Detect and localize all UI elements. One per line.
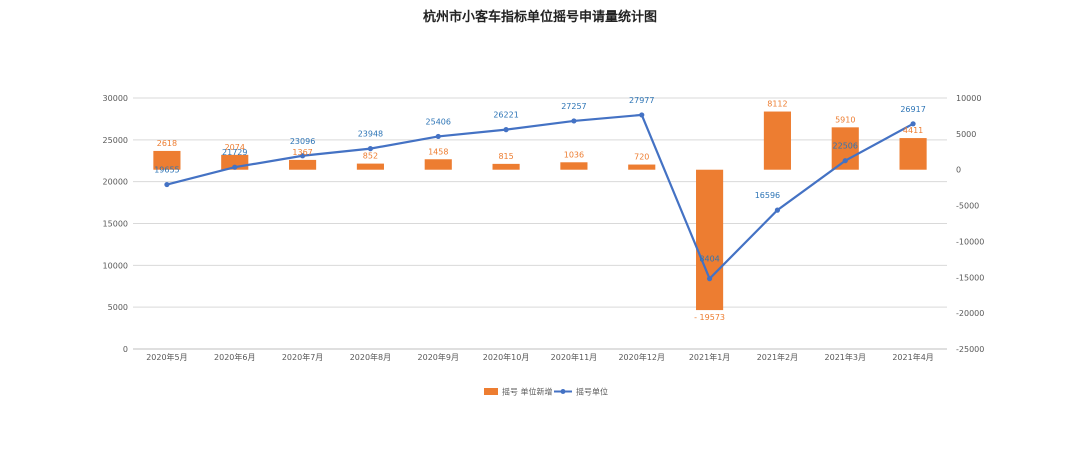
- line-point: [299, 153, 306, 159]
- line-data-label: 21729: [222, 148, 247, 157]
- legend-bar-swatch: [484, 388, 498, 395]
- right-tick-label: -25000: [956, 345, 984, 354]
- line-data-label: 26917: [900, 105, 925, 114]
- bar-series: [153, 111, 927, 311]
- gridlines: [133, 97, 947, 350]
- left-tick-label: 20000: [103, 178, 128, 187]
- left-tick-label: 5000: [108, 303, 128, 312]
- legend-line-label: 摇号单位: [576, 387, 608, 397]
- bar-data-label: 4411: [903, 126, 923, 135]
- bar-data-label: 2618: [157, 139, 177, 148]
- category-label: 2020年11月: [551, 352, 598, 362]
- bar: [356, 163, 384, 170]
- bar-data-label: 852: [363, 152, 378, 161]
- data-labels: 2618 2074 1367 852 1458 815 1036 720 - 19573 8112…: [154, 96, 926, 322]
- line-data-label: 23948: [358, 130, 383, 139]
- line-point: [503, 127, 509, 133]
- line-point: [232, 164, 238, 170]
- line-point: [639, 112, 645, 118]
- bar: [492, 163, 520, 170]
- chart-title: 杭州市小客车指标单位摇号申请量统计图: [423, 9, 657, 25]
- line-data-label: 22506: [833, 142, 858, 151]
- bar-data-label: - 19573: [694, 313, 725, 322]
- category-label: 2020年7月: [282, 352, 323, 362]
- line-point: [774, 207, 781, 213]
- bar: [560, 162, 588, 170]
- right-tick-label: 0: [956, 166, 961, 175]
- bar: [763, 111, 791, 170]
- line-data-label: 19655: [154, 166, 179, 175]
- left-tick-label: 10000: [103, 261, 128, 270]
- line-data-label: 25406: [426, 117, 451, 126]
- line-point: [435, 133, 441, 140]
- right-tick-label: -15000: [956, 273, 984, 282]
- bar-data-label: 720: [634, 153, 649, 162]
- series-line: [166, 113, 914, 281]
- line-series: [164, 112, 916, 282]
- right-y-axis: -25000 -20000 -15000 -10000 -5000 0 5000 10000: [956, 94, 984, 354]
- category-label: 2021年2月: [757, 352, 798, 362]
- left-tick-label: 15000: [103, 220, 128, 229]
- bar: [899, 138, 927, 170]
- bar: [289, 159, 317, 170]
- line-data-label: 23096: [290, 137, 315, 146]
- legend-line-marker: [560, 389, 566, 394]
- line-data-label: 16596: [755, 191, 780, 200]
- line-data-label: 8404: [699, 255, 719, 264]
- left-y-axis: 0 5000 10000 15000 20000 25000 30000: [103, 94, 128, 354]
- category-label: 2020年10月: [483, 352, 530, 362]
- right-tick-label: -20000: [956, 309, 984, 318]
- category-label: 2021年1月: [689, 352, 730, 362]
- bar: [628, 164, 656, 170]
- x-axis: 2020年5月 2020年6月 2020年7月 2020年8月 2020年9月 2020年…: [133, 348, 947, 362]
- right-tick-label: 10000: [956, 94, 981, 103]
- right-tick-label: 5000: [956, 130, 976, 139]
- right-tick-label: -10000: [956, 237, 984, 246]
- bar-data-label: 1367: [292, 148, 312, 157]
- line-point: [706, 276, 713, 282]
- line-point: [910, 121, 916, 127]
- line-data-label: 27977: [629, 96, 654, 105]
- line-point: [842, 158, 848, 164]
- left-tick-label: 25000: [103, 136, 128, 145]
- bar-data-label: 2074: [225, 143, 245, 152]
- category-label: 2021年3月: [825, 352, 866, 362]
- left-tick-label: 0: [123, 345, 128, 354]
- category-label: 2020年9月: [418, 352, 459, 362]
- category-label: 2020年6月: [214, 352, 255, 362]
- line-data-label: 26221: [493, 111, 518, 120]
- bar-data-label: 1458: [428, 147, 448, 156]
- category-label: 2021年4月: [892, 352, 933, 362]
- line-point: [367, 146, 374, 152]
- bar: [696, 169, 724, 311]
- category-label: 2020年5月: [146, 352, 187, 362]
- bar-data-label: 8112: [767, 100, 787, 109]
- line-point: [164, 181, 170, 188]
- bar: [424, 159, 452, 170]
- legend: 摇号 单位新增 摇号单位: [484, 387, 608, 397]
- bar-data-label: 815: [498, 152, 513, 161]
- bar-data-label: 5910: [835, 115, 855, 124]
- line-data-label: 27257: [561, 102, 586, 111]
- category-label: 2020年8月: [350, 352, 391, 362]
- bar: [153, 150, 181, 170]
- left-tick-label: 30000: [103, 94, 128, 103]
- right-tick-label: -5000: [956, 202, 979, 211]
- bar-data-label: 1036: [564, 150, 584, 159]
- legend-bar-label: 摇号 单位新增: [502, 387, 553, 397]
- line-point: [571, 118, 577, 124]
- category-label: 2020年12月: [618, 352, 665, 362]
